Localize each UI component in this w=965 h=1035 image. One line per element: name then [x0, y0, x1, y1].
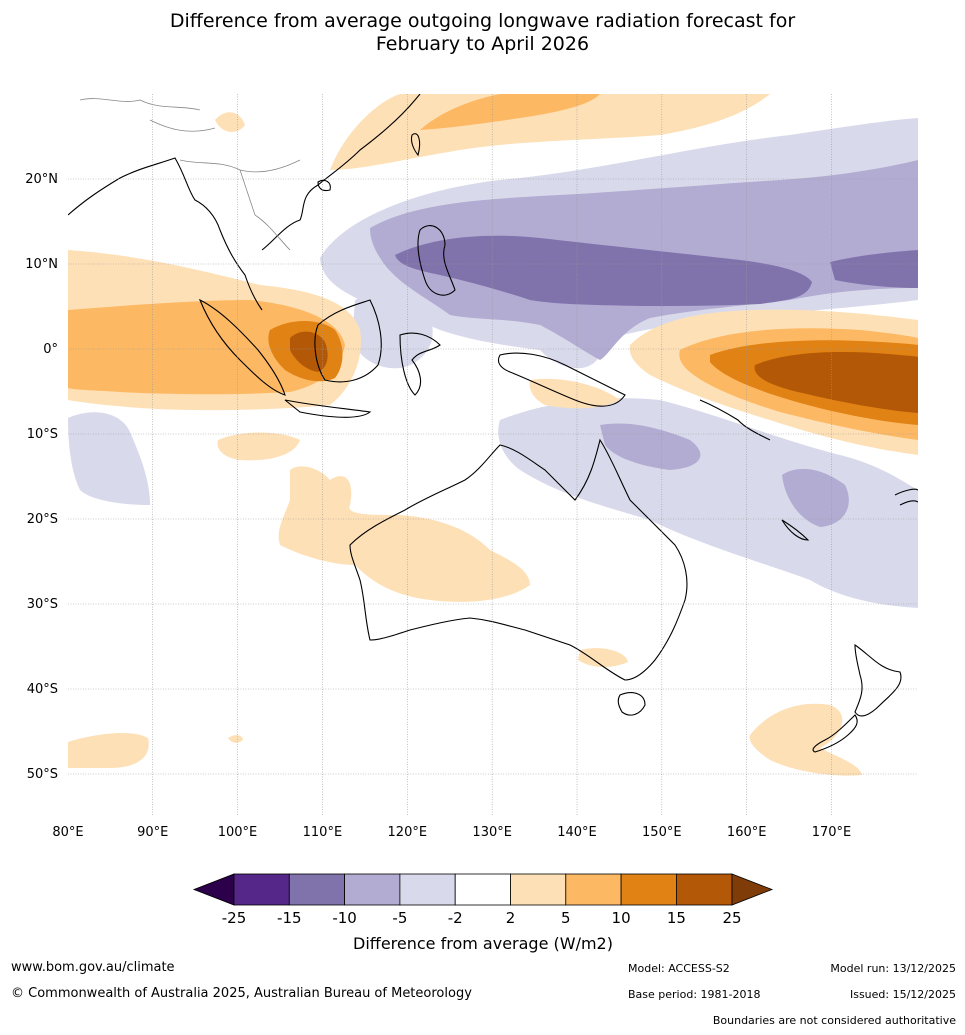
footer-disclaimer: Boundaries are not considered authoritat…: [712, 1014, 956, 1027]
lat-label-50s: 50°S: [27, 767, 58, 782]
coastline-sumatra: [198, 298, 286, 396]
footer-model-run: Model run: 13/12/2025: [830, 962, 956, 975]
colorbar-bin-7: [565, 873, 622, 906]
anomaly-contours: [68, 94, 918, 776]
anomaly-region-peach-new-zealand: [749, 703, 862, 776]
map-panel: [68, 94, 918, 816]
lat-label-30s: 30°S: [27, 597, 58, 612]
colorbar-bin-3: [344, 873, 401, 906]
colorbar-bin-1: [233, 873, 290, 906]
colorbar-tick: -5: [392, 909, 407, 927]
anomaly-region-dark-orange-borneo: [290, 331, 328, 372]
lat-label-20s: 20°S: [27, 512, 58, 527]
anomaly-region-violet-central-pacific: [830, 250, 918, 288]
footer-copyright: © Commonwealth of Australia 2025, Austra…: [11, 986, 472, 1001]
anomaly-region-light-lavender-south-pacific: [498, 398, 918, 608]
lon-label-160e: 160°E: [727, 825, 767, 840]
anomaly-region-light-orange-equator-west: [68, 300, 345, 395]
colorbar-tick: -15: [277, 909, 302, 927]
coastline-borneo: [314, 299, 382, 383]
footer-website[interactable]: www.bom.gov.au/climate: [11, 960, 175, 975]
lat-label-0: 0°: [43, 342, 58, 357]
colorbar-tick: -25: [222, 909, 247, 927]
boundary-lines-asia: [79, 98, 301, 251]
coastline-solomon-islands: [699, 399, 771, 441]
colorbar-extend-low: [192, 873, 235, 906]
lon-label-110e: 110°E: [303, 825, 343, 840]
anomaly-region-peach-north: [330, 94, 770, 170]
coastline-philippines: [417, 225, 456, 296]
lon-label-100e: 100°E: [218, 825, 258, 840]
country-boundaries: [79, 98, 301, 251]
footer-issued: Issued: 15/12/2025: [849, 988, 956, 1001]
colorbar-title: Difference from average (W/m2): [353, 934, 613, 953]
lon-label-130e: 130°E: [472, 825, 512, 840]
colorbar-tick: 2: [506, 909, 516, 927]
anomaly-region-lavender-vanuatu: [782, 468, 849, 527]
anomaly-region-light-orange-north: [420, 94, 600, 130]
colorbar: [192, 873, 774, 906]
anomaly-region-peach-australia-nw: [217, 432, 300, 461]
colorbar-bin-9: [676, 873, 733, 906]
anomaly-region-dark-orange-central-pacific: [754, 352, 918, 413]
lat-label-10n: 10°N: [25, 257, 58, 272]
anomaly-region-peach-bass-strait: [578, 648, 628, 668]
anomaly-region-peach-southern-ocean-small: [228, 735, 243, 743]
lon-label-80e: 80°E: [52, 825, 83, 840]
colorbar-tick: -10: [332, 909, 357, 927]
colorbar-bin-5: [454, 873, 511, 906]
colorbar-bin-4: [399, 873, 456, 906]
colorbar-tick: 25: [722, 909, 741, 927]
coastline-new-caledonia: [781, 519, 810, 541]
coastlines: [68, 94, 918, 753]
coastline-hainan: [317, 179, 331, 192]
coastline-new-guinea: [497, 352, 626, 407]
colorbar-tick: -2: [448, 909, 463, 927]
colorbar-bin-6: [510, 873, 567, 906]
colorbar-bin-2: [288, 873, 345, 906]
coastline-sulawesi: [399, 332, 441, 396]
colorbar-tick: 15: [667, 909, 686, 927]
anomaly-region-peach-southern-ocean: [68, 733, 149, 768]
coastline-tasmania: [617, 692, 646, 716]
lon-label-150e: 150°E: [642, 825, 682, 840]
colorbar-bin-8: [620, 873, 677, 906]
coastline-fiji: [894, 488, 918, 506]
coastline-taiwan: [410, 133, 421, 157]
lon-label-120e: 120°E: [388, 825, 428, 840]
anomaly-region-lavender-pacific: [600, 423, 701, 470]
latitude-labels: 20°N 10°N 0° 10°S 20°S 30°S 40°S 50°S: [25, 172, 58, 782]
footer-base-period: Base period: 1981-2018: [628, 988, 761, 1001]
lat-label-40s: 40°S: [27, 682, 58, 697]
coastline-new-zealand-south: [812, 714, 858, 753]
anomaly-region-peach-moluccas: [529, 378, 620, 409]
coastline-new-zealand-north: [854, 643, 902, 717]
anomaly-region-light-lavender-maritime: [352, 296, 433, 369]
lon-label-90e: 90°E: [137, 825, 168, 840]
colorbar-ticks: -25 -15 -10 -5 -2 2 5 10 15 25: [222, 909, 742, 927]
title-line-2: February to April 2026: [375, 33, 590, 55]
footer-model: Model: ACCESS-S2: [628, 962, 730, 975]
colorbar-tick: 10: [612, 909, 631, 927]
lat-label-10s: 10°S: [27, 427, 58, 442]
lat-label-20n: 20°N: [25, 172, 58, 187]
coastline-australia: [349, 438, 688, 681]
anomaly-region-violet-west-pacific: [395, 235, 812, 306]
gridlines: [68, 94, 918, 816]
colorbar-tick: 5: [561, 909, 571, 927]
map-title: Difference from average outgoing longwav…: [0, 10, 965, 56]
anomaly-region-peach-western-australia: [278, 466, 530, 602]
colorbar-extend-high: [731, 873, 774, 906]
longitude-labels: 80°E 90°E 100°E 110°E 120°E 130°E 140°E …: [52, 825, 851, 840]
lon-label-170e: 170°E: [812, 825, 852, 840]
lon-label-140e: 140°E: [557, 825, 597, 840]
coastline-java: [284, 399, 372, 418]
title-line-1: Difference from average outgoing longwav…: [169, 10, 796, 32]
anomaly-region-light-lavender-indian-ocean: [68, 412, 150, 505]
